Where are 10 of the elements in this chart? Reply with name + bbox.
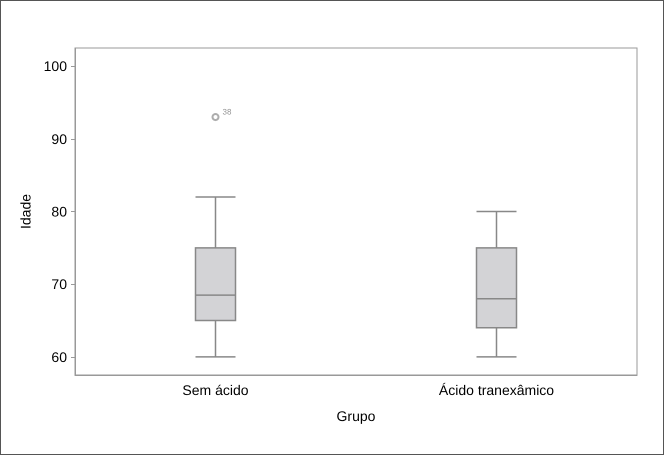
- x-tick-label: Ácido tranexâmico: [438, 382, 554, 398]
- y-tick-label: 90: [51, 130, 68, 147]
- y-tick-label: 80: [51, 204, 68, 220]
- y-tick-label: 100: [44, 58, 68, 74]
- x-tick-label: Sem ácido: [182, 382, 249, 398]
- y-tick-label: 60: [51, 348, 68, 365]
- x-axis-title: Grupo: [336, 408, 376, 424]
- y-axis-title: Idade: [18, 194, 34, 230]
- y-tick-label: 70: [51, 276, 68, 292]
- annotation: 38: [222, 108, 232, 117]
